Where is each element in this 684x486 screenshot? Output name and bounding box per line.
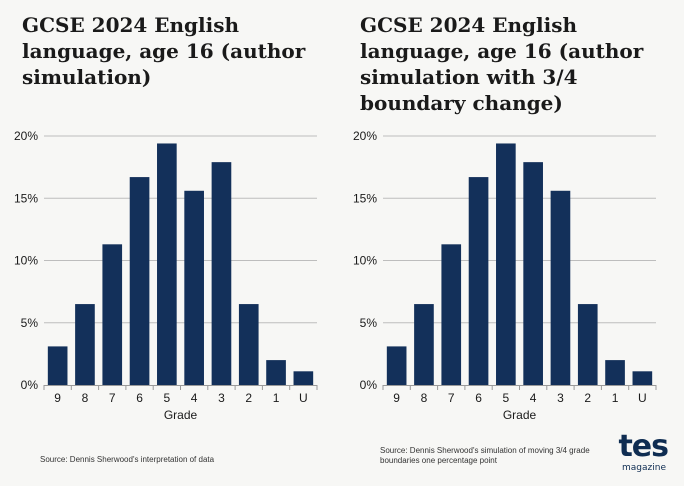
x-tick-label: 2: [584, 391, 591, 405]
source-note: Source: Dennis Sherwood's interpretation…: [40, 455, 215, 464]
x-tick-label: 9: [393, 391, 400, 405]
logo-subtitle: magazine: [622, 463, 666, 473]
y-tick-label: 15%: [14, 191, 38, 205]
bar-chart-right: 0% 5% 10% 15% 20% 9 8 7 6 5 4 3 2 1 U Grade: [353, 129, 657, 422]
x-tick-label: 3: [557, 391, 564, 405]
bar: [550, 190, 571, 385]
bar: [468, 177, 489, 385]
bar: [414, 304, 434, 385]
bar: [441, 244, 462, 385]
bar: [293, 371, 314, 385]
chart-title: GCSE 2024 English language, age 16 (auth…: [22, 13, 306, 89]
bar: [47, 346, 68, 385]
x-tick-label: 7: [448, 391, 455, 405]
x-tick-label: U: [638, 391, 647, 405]
bar: [157, 143, 177, 385]
bar: [238, 304, 259, 385]
x-tick-label: 6: [136, 391, 143, 405]
x-tick-label: U: [299, 391, 308, 405]
x-tick-label: 5: [164, 391, 171, 405]
x-tick-label: 4: [530, 391, 537, 405]
bar: [184, 190, 204, 385]
x-axis-label: Grade: [164, 408, 198, 422]
x-tick-label: 7: [109, 391, 116, 405]
bar: [266, 360, 286, 385]
x-tick-label: 2: [245, 391, 252, 405]
y-tick-label: 5%: [21, 316, 39, 330]
bar: [386, 346, 407, 385]
y-tick-label: 20%: [353, 129, 377, 143]
bar: [129, 177, 150, 385]
bar: [102, 244, 123, 385]
bar: [523, 162, 543, 385]
y-tick-label: 0%: [360, 378, 378, 392]
x-tick-label: 1: [612, 391, 619, 405]
y-tick-label: 20%: [14, 129, 38, 143]
x-tick-label: 4: [191, 391, 198, 405]
x-tick-label: 5: [503, 391, 510, 405]
x-tick-label: 9: [54, 391, 61, 405]
bar: [632, 371, 653, 385]
chart-panel-left: GCSE 2024 English language, age 16 (auth…: [14, 13, 318, 464]
y-tick-label: 0%: [21, 378, 39, 392]
y-tick-label: 5%: [360, 316, 378, 330]
bar-chart-left: 0% 5% 10% 15% 20% 9 8 7 6 5 4 3 2 1 U Grade: [14, 129, 318, 422]
x-tick-label: 6: [475, 391, 482, 405]
bar: [577, 304, 598, 385]
source-note: Source: Dennis Sherwood's simulation of …: [380, 446, 590, 465]
tes-magazine-logo: tes magazine: [600, 432, 670, 482]
bar: [496, 143, 516, 385]
bar: [605, 360, 625, 385]
x-tick-label: 8: [421, 391, 428, 405]
chart-panel-right: GCSE 2024 English language, age 16 (auth…: [342, 0, 684, 486]
chart-title: GCSE 2024 English language, age 16 (auth…: [360, 13, 644, 115]
logo-wordmark: tes: [618, 429, 669, 464]
bar: [75, 304, 95, 385]
bar: [211, 162, 232, 385]
x-tick-label: 8: [82, 391, 89, 405]
x-tick-label: 1: [273, 391, 280, 405]
y-tick-label: 10%: [353, 254, 377, 268]
x-axis-label: Grade: [503, 408, 537, 422]
x-tick-label: 3: [218, 391, 225, 405]
y-tick-label: 10%: [14, 254, 38, 268]
y-tick-label: 15%: [353, 191, 377, 205]
